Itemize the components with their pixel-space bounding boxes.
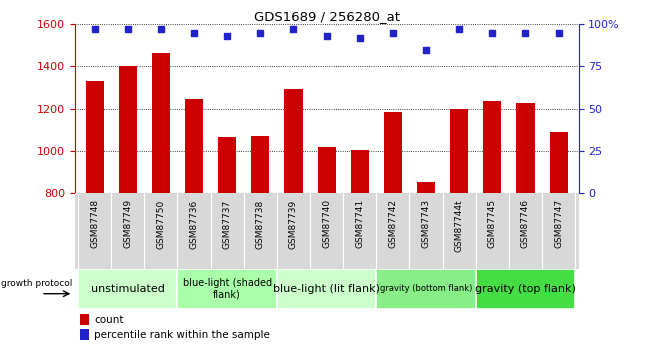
Point	[421, 47, 431, 52]
Text: count: count	[94, 315, 124, 325]
Point	[222, 33, 233, 39]
Text: GSM87747: GSM87747	[554, 199, 563, 248]
Point	[289, 27, 299, 32]
Bar	[384, 112, 402, 193]
Bar	[185, 99, 203, 193]
Text: unstimulated: unstimulated	[91, 284, 164, 294]
Bar	[376, 269, 476, 309]
Point	[189, 30, 200, 35]
Text: GSM87740: GSM87740	[322, 199, 331, 248]
Point	[90, 27, 100, 32]
Bar	[86, 81, 104, 193]
Point	[387, 30, 398, 35]
Bar	[417, 181, 435, 193]
Text: GSM87746: GSM87746	[521, 199, 530, 248]
Bar	[284, 89, 303, 193]
Text: GSM87744t: GSM87744t	[455, 199, 463, 252]
Bar	[177, 269, 277, 309]
Text: gravity (top flank): gravity (top flank)	[475, 284, 576, 294]
Point	[487, 30, 497, 35]
Point	[321, 33, 332, 39]
Text: GSM87745: GSM87745	[488, 199, 497, 248]
Text: GSM87738: GSM87738	[256, 199, 265, 248]
Text: GSM87736: GSM87736	[190, 199, 198, 248]
Point	[123, 27, 133, 32]
Bar	[483, 101, 501, 193]
Bar	[80, 314, 89, 325]
Bar	[152, 53, 170, 193]
Text: GSM87742: GSM87742	[389, 199, 397, 248]
Bar	[350, 150, 369, 193]
Text: GSM87749: GSM87749	[124, 199, 133, 248]
Bar	[476, 269, 575, 309]
Bar	[450, 109, 468, 193]
Bar	[277, 269, 376, 309]
Bar	[516, 104, 534, 193]
Text: GSM87750: GSM87750	[157, 199, 165, 248]
Bar	[78, 269, 177, 309]
Bar	[252, 136, 270, 193]
Point	[454, 27, 464, 32]
Text: percentile rank within the sample: percentile rank within the sample	[94, 329, 270, 339]
Bar	[317, 147, 336, 193]
Text: GSM87748: GSM87748	[90, 199, 99, 248]
Point	[520, 30, 530, 35]
Text: GSM87739: GSM87739	[289, 199, 298, 248]
Text: gravity (bottom flank): gravity (bottom flank)	[380, 284, 473, 294]
Bar	[119, 66, 137, 193]
Text: blue-light (lit flank): blue-light (lit flank)	[273, 284, 380, 294]
Text: GSM87737: GSM87737	[223, 199, 231, 248]
Text: GSM87741: GSM87741	[356, 199, 364, 248]
Text: blue-light (shaded
flank): blue-light (shaded flank)	[183, 278, 272, 300]
Text: growth protocol: growth protocol	[1, 279, 73, 288]
Point	[255, 30, 266, 35]
Bar	[549, 132, 567, 193]
Bar	[80, 329, 89, 340]
Bar	[218, 137, 237, 193]
Point	[156, 27, 166, 32]
Point	[553, 30, 564, 35]
Text: GSM87743: GSM87743	[422, 199, 430, 248]
Point	[354, 35, 365, 40]
Title: GDS1689 / 256280_at: GDS1689 / 256280_at	[254, 10, 400, 23]
